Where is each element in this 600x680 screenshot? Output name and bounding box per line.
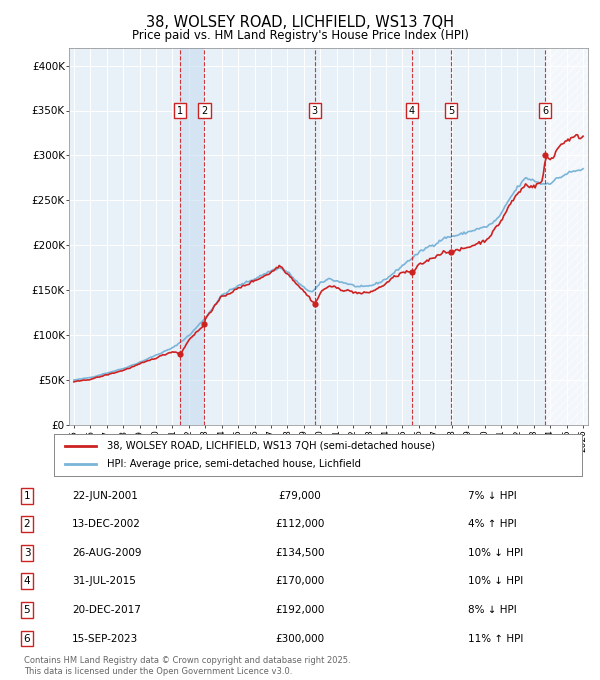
Text: 20-DEC-2017: 20-DEC-2017 bbox=[72, 605, 141, 615]
Text: 11% ↑ HPI: 11% ↑ HPI bbox=[468, 634, 523, 643]
Text: Contains HM Land Registry data © Crown copyright and database right 2025.
This d: Contains HM Land Registry data © Crown c… bbox=[24, 656, 350, 676]
Text: 1: 1 bbox=[177, 105, 183, 116]
Text: 38, WOLSEY ROAD, LICHFIELD, WS13 7QH: 38, WOLSEY ROAD, LICHFIELD, WS13 7QH bbox=[146, 15, 454, 30]
Text: 3: 3 bbox=[311, 105, 317, 116]
Text: 2: 2 bbox=[202, 105, 208, 116]
Text: 6: 6 bbox=[542, 105, 548, 116]
Text: £112,000: £112,000 bbox=[275, 520, 325, 529]
Text: 4% ↑ HPI: 4% ↑ HPI bbox=[468, 520, 517, 529]
Text: 38, WOLSEY ROAD, LICHFIELD, WS13 7QH (semi-detached house): 38, WOLSEY ROAD, LICHFIELD, WS13 7QH (se… bbox=[107, 441, 435, 451]
Text: 31-JUL-2015: 31-JUL-2015 bbox=[72, 577, 136, 586]
Text: 13-DEC-2002: 13-DEC-2002 bbox=[72, 520, 141, 529]
Text: 4: 4 bbox=[23, 577, 31, 586]
Text: 8% ↓ HPI: 8% ↓ HPI bbox=[468, 605, 517, 615]
Text: 4: 4 bbox=[409, 105, 415, 116]
Text: £134,500: £134,500 bbox=[275, 548, 325, 558]
Text: £300,000: £300,000 bbox=[275, 634, 325, 643]
Text: £170,000: £170,000 bbox=[275, 577, 325, 586]
Text: Price paid vs. HM Land Registry's House Price Index (HPI): Price paid vs. HM Land Registry's House … bbox=[131, 29, 469, 41]
Text: 1: 1 bbox=[23, 491, 31, 500]
Text: 5: 5 bbox=[448, 105, 454, 116]
Text: 22-JUN-2001: 22-JUN-2001 bbox=[72, 491, 138, 500]
Text: 10% ↓ HPI: 10% ↓ HPI bbox=[468, 548, 523, 558]
Text: 26-AUG-2009: 26-AUG-2009 bbox=[72, 548, 142, 558]
Text: 7% ↓ HPI: 7% ↓ HPI bbox=[468, 491, 517, 500]
Text: 2: 2 bbox=[23, 520, 31, 529]
Text: HPI: Average price, semi-detached house, Lichfield: HPI: Average price, semi-detached house,… bbox=[107, 459, 361, 469]
Text: £79,000: £79,000 bbox=[278, 491, 322, 500]
Text: 3: 3 bbox=[23, 548, 31, 558]
Bar bbox=[180, 48, 205, 425]
Text: 15-SEP-2023: 15-SEP-2023 bbox=[72, 634, 138, 643]
Text: 6: 6 bbox=[23, 634, 31, 643]
Text: £192,000: £192,000 bbox=[275, 605, 325, 615]
Text: 5: 5 bbox=[23, 605, 31, 615]
Bar bbox=[545, 48, 588, 425]
Text: 10% ↓ HPI: 10% ↓ HPI bbox=[468, 577, 523, 586]
